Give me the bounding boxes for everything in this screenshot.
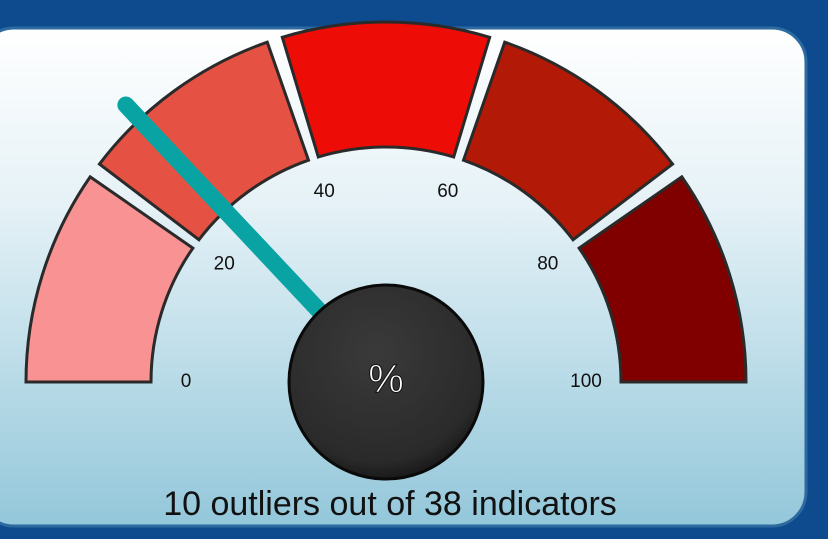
gauge-band [577, 174, 748, 384]
tick-label: 80 [537, 253, 558, 274]
tick-label: 0 [181, 371, 192, 392]
center-label: % [368, 358, 404, 402]
gauge-band [461, 40, 675, 242]
gauge: 0 20 40 60 80 100% [24, 20, 748, 481]
tick-label: 60 [437, 181, 458, 202]
gauge-band [280, 20, 492, 159]
tick-label: 20 [214, 253, 235, 274]
tick-label: 40 [314, 181, 335, 202]
tick-label: 100 [570, 371, 602, 392]
hub [287, 283, 485, 481]
gauge-band [24, 174, 195, 384]
caption: 10 outliers out of 38 indicators [163, 485, 617, 523]
